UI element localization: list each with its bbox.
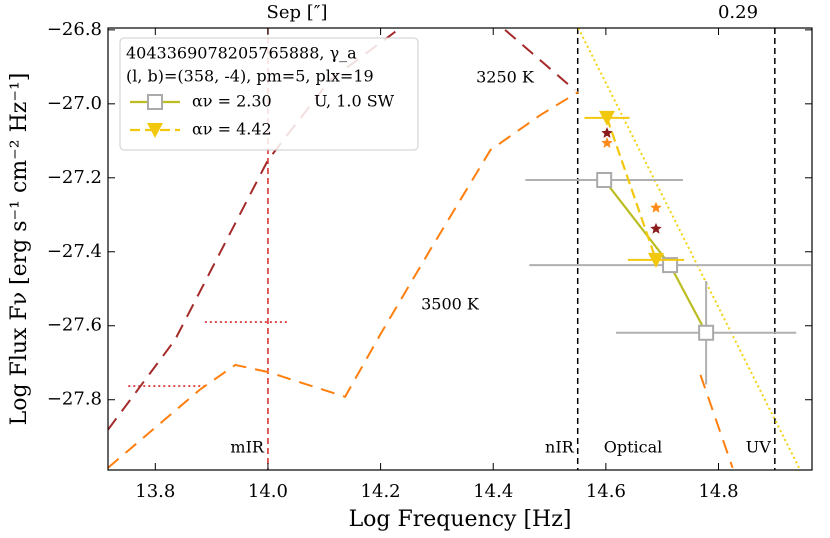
x-tick-label: 13.8 (135, 481, 175, 502)
x-tick-label: 14.4 (473, 481, 513, 502)
y-axis-label: Log Flux Fν [erg s⁻¹ cm⁻² Hz⁻¹] (7, 73, 32, 426)
legend-box (119, 37, 419, 151)
region-label: UV (746, 438, 771, 457)
fit-line (577, 28, 802, 470)
star-marker (601, 127, 613, 138)
legend-entry: αν = 2.30 (192, 92, 272, 111)
top-axis-label: Sep [″] (267, 2, 328, 23)
x-tick-label: 14.2 (361, 481, 401, 502)
legend-title: 4043369078205765888, γ_a (126, 44, 357, 63)
series-line (605, 117, 658, 261)
legend: 4043369078205765888, γ_a (l, b)=(358, -4… (119, 37, 419, 151)
marker (662, 257, 679, 274)
star-marker (650, 222, 662, 234)
legend-marker (147, 94, 163, 110)
legend-entry: αν = 4.42 (192, 120, 272, 139)
x-tick-label: 14.0 (248, 481, 288, 502)
plot-area (108, 28, 811, 470)
x-axis-label: Log Frequency [Hz] (349, 507, 572, 532)
marker (598, 110, 615, 126)
top-value-label: 0.29 (718, 2, 758, 23)
y-tick-label: −27.2 (47, 167, 102, 188)
star-marker (601, 137, 613, 148)
region-label: nIR (545, 438, 575, 457)
marker (596, 172, 613, 189)
x-tick-label: 14.6 (586, 481, 626, 502)
marker (647, 252, 664, 268)
marker (698, 324, 715, 341)
model-curve (108, 91, 734, 469)
legend-marker (147, 123, 163, 138)
star-marker (650, 201, 662, 213)
x-tick-label: 14.8 (698, 481, 738, 502)
plot-frame (107, 27, 813, 471)
curve-label: 3250 K (476, 68, 535, 87)
y-tick-label: −27.6 (47, 315, 102, 336)
region-label: Optical (604, 438, 663, 457)
y-tick-label: −27.8 (47, 389, 102, 410)
legend-note: U, 1.0 SW (314, 92, 395, 111)
curve-label: 3500 K (421, 295, 480, 314)
region-label: mIR (230, 438, 264, 457)
legend-subtitle: (l, b)=(358, -4), pm=5, plx=19 (126, 67, 374, 86)
y-tick-label: −27.0 (47, 93, 102, 114)
y-tick-label: −27.4 (47, 241, 102, 262)
y-tick-label: −26.8 (47, 19, 102, 40)
